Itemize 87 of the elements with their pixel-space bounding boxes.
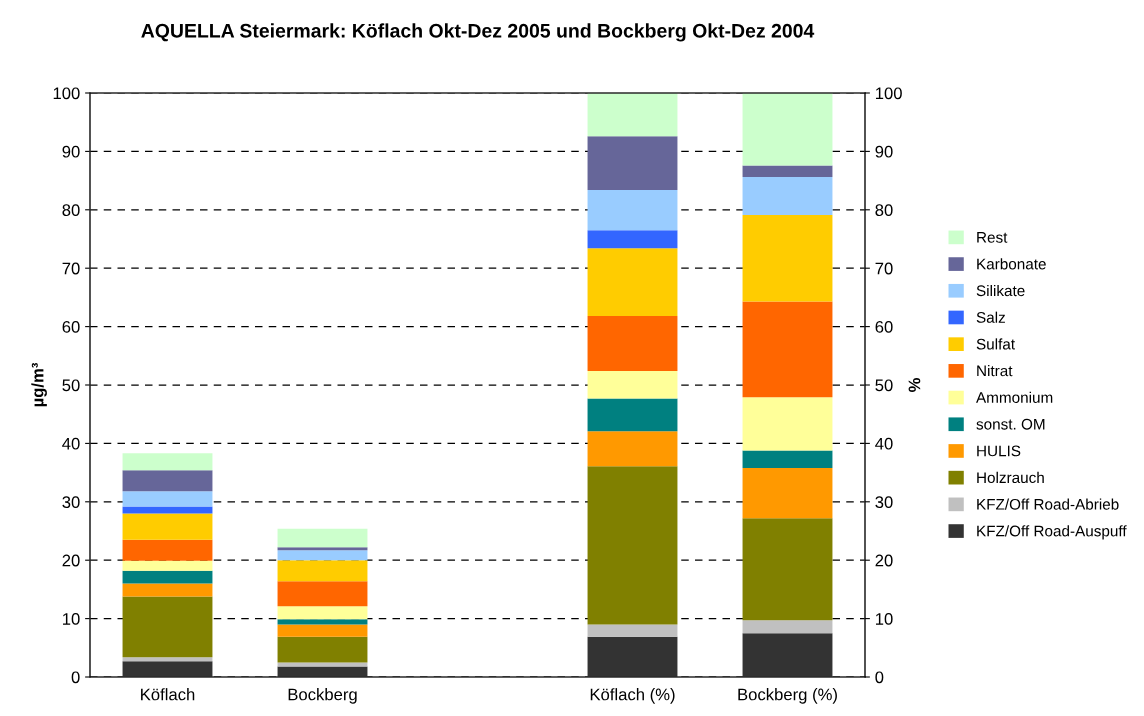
bar (587, 136, 678, 190)
bar (587, 316, 678, 371)
y-tick-label: 20 (62, 554, 80, 567)
bar (587, 431, 678, 467)
y2-tick-label: 70 (875, 262, 893, 275)
bar (122, 657, 213, 662)
bar (742, 301, 833, 398)
legend-label: KFZ/Off Road-Abrieb (977, 498, 1119, 510)
bar (277, 619, 368, 625)
legend-label: HULIS (977, 445, 1021, 457)
bar (587, 636, 678, 677)
legend-label: Nitrat (977, 365, 1013, 377)
bar (742, 467, 833, 519)
y-tick-label: 80 (62, 204, 80, 216)
bar (587, 189, 678, 231)
y2-tick-label: 10 (875, 613, 893, 625)
bar (122, 470, 213, 492)
y-tick-label: 60 (62, 321, 80, 333)
bar (742, 93, 833, 166)
bar (742, 165, 833, 178)
bar (742, 620, 833, 634)
y2-tick-label: 0 (875, 671, 884, 684)
y-axis-title: µg/m³ (31, 362, 47, 407)
bar (742, 518, 833, 621)
legend-label: Salz (976, 311, 1005, 323)
bar (277, 528, 368, 548)
bar (587, 624, 678, 637)
bar (122, 661, 213, 677)
y2-tick-label: 90 (875, 145, 893, 158)
legend-label: Karbonate (977, 258, 1046, 270)
y2-tick-label: 80 (875, 204, 893, 216)
bar (742, 215, 833, 302)
bar (742, 450, 833, 468)
bar (277, 666, 368, 677)
bar (587, 398, 678, 432)
legend-label: KFZ/Off Road-Auspuff (977, 525, 1127, 540)
y2-tick-label: 30 (875, 496, 893, 508)
x-tick-label: Köflach (%) (590, 688, 675, 704)
bar (742, 177, 833, 216)
y-tick-label: 100 (53, 87, 80, 100)
bar (122, 583, 213, 597)
bar (587, 466, 678, 625)
y-tick-label: 0 (71, 671, 80, 684)
legend-label: Sulfat (976, 338, 1015, 350)
y2-tick-label: 40 (875, 437, 893, 450)
bar (742, 397, 833, 451)
bar (587, 370, 678, 399)
bar (122, 539, 213, 561)
y2-tick-label: 20 (875, 554, 893, 567)
bar (277, 624, 368, 637)
bar (742, 633, 833, 677)
x-tick-label: Köflach (141, 688, 195, 701)
bar (277, 560, 368, 582)
chart-title: AQUELLA Steiermark: Köflach Okt-Dez 2005 und Bockberg Okt-Dez 2004 (141, 23, 815, 42)
bar (277, 547, 368, 551)
y-tick-label: 40 (62, 437, 80, 450)
bar (122, 491, 213, 507)
y-tick-label: 70 (62, 262, 80, 275)
x-tick-label: Bockberg (288, 688, 357, 704)
legend-label: Rest (977, 232, 1008, 243)
bar (277, 550, 368, 561)
y-tick-label: 90 (62, 145, 80, 158)
bar (122, 596, 213, 658)
bar (587, 248, 678, 317)
bar (122, 513, 213, 540)
y2-tick-label: 50 (875, 379, 893, 392)
bar (277, 662, 368, 667)
bar (277, 606, 368, 620)
x-tick-label: Bockberg (%) (738, 688, 837, 704)
y-tick-label: 30 (62, 496, 80, 508)
y2-axis-title: % (908, 378, 921, 392)
bar (122, 453, 213, 471)
y-tick-label: 10 (63, 613, 80, 625)
legend-label: Ammonium (976, 391, 1053, 403)
bar (587, 230, 678, 249)
y-tick-label: 50 (62, 379, 80, 392)
bar (277, 636, 368, 663)
bar (277, 581, 368, 607)
bar (122, 506, 213, 514)
bar (122, 570, 213, 584)
y2-tick-label: 100 (875, 87, 902, 100)
legend-label: sonst. OM (976, 418, 1045, 430)
legend-label: Silikate (976, 284, 1025, 297)
bar (122, 560, 213, 571)
legend-label: Holzrauch (977, 471, 1044, 484)
bar (587, 93, 678, 137)
y2-tick-label: 60 (875, 321, 893, 333)
